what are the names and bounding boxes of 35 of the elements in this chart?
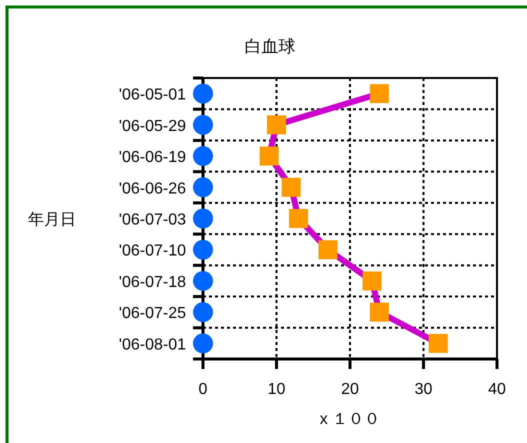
- point: [193, 84, 213, 104]
- y-tick-label: '06-07-25: [118, 305, 186, 322]
- point: [193, 240, 213, 260]
- x-tick-label: 20: [341, 381, 359, 398]
- x-tick-label: 0: [198, 381, 208, 398]
- point: [318, 240, 338, 260]
- y-tick-label: '06-07-10: [118, 242, 186, 260]
- point: [370, 302, 389, 322]
- point: [428, 334, 448, 353]
- point: [193, 270, 213, 291]
- y-tick-label: '06-06-19: [118, 149, 186, 166]
- chart-title: 白血球: [244, 37, 296, 56]
- point: [260, 146, 279, 166]
- point: [193, 114, 213, 135]
- y-tick-label: '06-05-29: [118, 118, 186, 135]
- point: [289, 209, 308, 228]
- point: [193, 333, 213, 354]
- point: [193, 302, 213, 322]
- x-tick-label: 40: [488, 381, 506, 398]
- y-tick-label: '06-07-18: [118, 274, 186, 291]
- point: [193, 208, 213, 228]
- x-tick-label: 10: [268, 381, 286, 398]
- y-tick-label: '06-08-01: [118, 336, 186, 354]
- point: [193, 146, 213, 166]
- x-axis-title: x １００: [320, 411, 380, 428]
- point: [267, 115, 286, 134]
- point: [362, 271, 382, 290]
- y-tick-label: '06-07-03: [118, 212, 186, 228]
- point: [370, 84, 389, 104]
- y-tick-label: '06-06-26: [118, 180, 186, 198]
- point: [193, 177, 213, 198]
- point: [282, 178, 301, 197]
- y-axis-title: 年月日: [28, 212, 76, 228]
- y-tick-label: '06-05-01: [118, 86, 186, 104]
- x-tick-label: 30: [414, 381, 432, 398]
